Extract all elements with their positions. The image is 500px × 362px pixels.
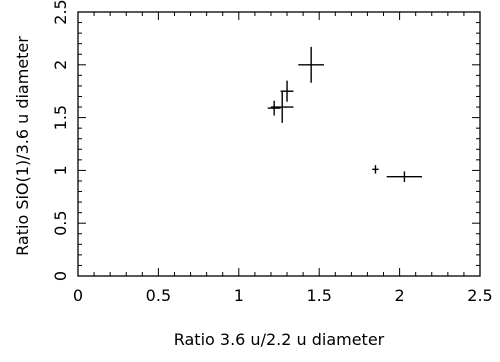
y-axis-label: Ratio SiO(1)/3.6 u diameter [13,36,32,256]
y-tick-label: 0 [51,271,70,281]
x-tick-label: 2 [395,286,405,305]
data-point [298,46,325,83]
data-point [386,171,423,183]
plot-border [77,11,481,277]
data-point [267,100,281,116]
y-axis: 0 0.5 1 1.5 2 2.5 [51,0,480,281]
x-tick-label: 1 [234,286,244,305]
x-tick-label: 0.5 [146,286,171,305]
y-tick-label: 0.5 [51,210,70,235]
x-tick-label: 1.5 [306,286,331,305]
data-points [267,46,423,183]
y-tick-label: 1 [51,165,70,175]
x-tick-label: 0 [73,286,83,305]
x-axis: 0 0.5 1 1.5 2 2.5 [73,12,493,305]
data-point [372,165,379,174]
y-tick-label: 2 [51,60,70,70]
plot-frame [77,11,481,277]
y-tick-label: 2.5 [51,0,70,25]
data-point [280,80,294,102]
data-point [270,91,294,123]
y-tick-label: 1.5 [51,105,70,130]
x-tick-label: 2.5 [467,286,492,305]
x-axis-label: Ratio 3.6 u/2.2 u diameter [174,330,385,349]
